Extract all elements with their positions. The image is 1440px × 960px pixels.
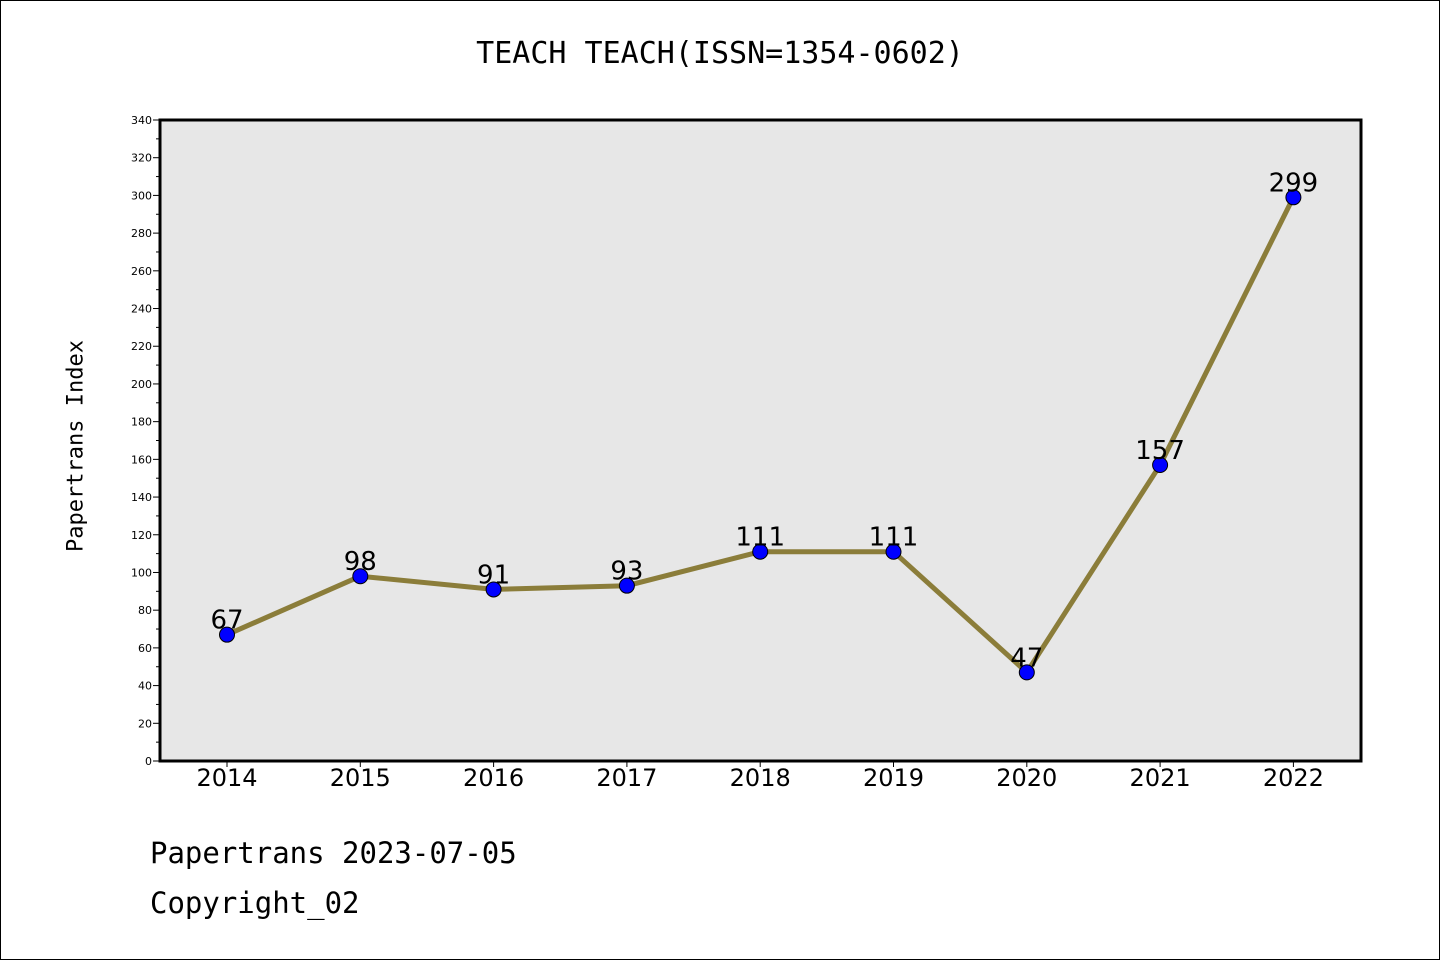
- x-tick-label: 2022: [1263, 764, 1324, 792]
- y-tick-label: 20: [138, 717, 152, 730]
- data-label: 67: [210, 606, 243, 636]
- plot-area: [158, 118, 1363, 763]
- x-tick-label: 2017: [596, 764, 657, 792]
- data-point: [1018, 664, 1035, 681]
- x-tick-label: 2020: [996, 764, 1057, 792]
- data-point: [352, 568, 369, 585]
- data-point: [752, 543, 769, 560]
- x-tick-label: 2014: [196, 764, 257, 792]
- x-tick-label: 2015: [330, 764, 391, 792]
- data-label: 111: [735, 523, 785, 553]
- data-label: 157: [1135, 436, 1185, 466]
- y-tick-label: 220: [131, 340, 152, 353]
- y-tick-label: 140: [131, 491, 152, 504]
- chart-title: TEACH TEACH(ISSN=1354-0602): [476, 36, 964, 71]
- y-tick-label: 120: [131, 529, 152, 542]
- y-tick-label: 200: [131, 378, 152, 391]
- x-tick-label: 2019: [863, 764, 924, 792]
- y-tick-label: 80: [138, 604, 152, 617]
- y-tick-label: 280: [131, 227, 152, 240]
- data-point: [1152, 457, 1169, 474]
- data-label: 47: [1010, 643, 1043, 673]
- footer-copyright: Copyright_02: [150, 886, 360, 920]
- data-point: [1285, 189, 1302, 206]
- x-tick-label: 2018: [730, 764, 791, 792]
- y-tick-label: 60: [138, 642, 152, 655]
- y-tick-label: 300: [131, 189, 152, 202]
- data-point: [618, 577, 635, 594]
- y-tick-label: 240: [131, 303, 152, 316]
- data-labels: 67 98 91 93 111 111 47 157 299: [210, 168, 1318, 673]
- y-tick-label: 40: [138, 680, 152, 693]
- data-point: [219, 626, 235, 643]
- y-tick-label: 180: [131, 416, 152, 429]
- data-point: [485, 581, 502, 598]
- data-label: 93: [610, 557, 643, 587]
- data-points: [219, 189, 1302, 681]
- y-tick-label: 0: [145, 755, 152, 768]
- data-point: [885, 543, 902, 560]
- data-label: 91: [477, 560, 510, 590]
- y-tick-label: 340: [131, 114, 152, 127]
- data-label: 111: [869, 523, 919, 553]
- footer-date: Papertrans 2023-07-05: [150, 836, 517, 870]
- y-tick-label: 260: [131, 265, 152, 278]
- y-tick-label: 320: [131, 152, 152, 165]
- y-axis: 0 20 40 60 80 100 120 140 160 180 200 220 240 260 280 3…: [131, 114, 160, 768]
- data-label: 98: [344, 547, 377, 577]
- x-tick-label: 2021: [1130, 764, 1191, 792]
- x-tick-label: 2016: [463, 764, 524, 792]
- y-tick-label: 160: [131, 453, 152, 466]
- y-tick-label: 100: [131, 566, 152, 579]
- x-axis: 2014 2015 2016 2017 2018 2019 2020 2021 2022: [196, 761, 1324, 792]
- data-label: 299: [1269, 168, 1319, 198]
